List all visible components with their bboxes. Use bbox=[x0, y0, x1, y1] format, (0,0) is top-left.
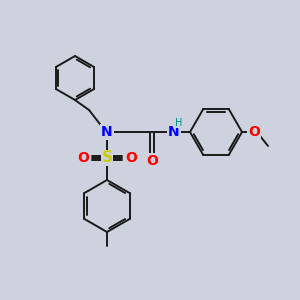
Text: H: H bbox=[175, 118, 183, 128]
Text: O: O bbox=[146, 154, 158, 168]
Text: N: N bbox=[168, 125, 180, 139]
Text: O: O bbox=[248, 125, 260, 139]
Text: S: S bbox=[101, 151, 112, 166]
Text: O: O bbox=[77, 151, 89, 165]
Text: N: N bbox=[101, 125, 113, 139]
Text: O: O bbox=[125, 151, 137, 165]
